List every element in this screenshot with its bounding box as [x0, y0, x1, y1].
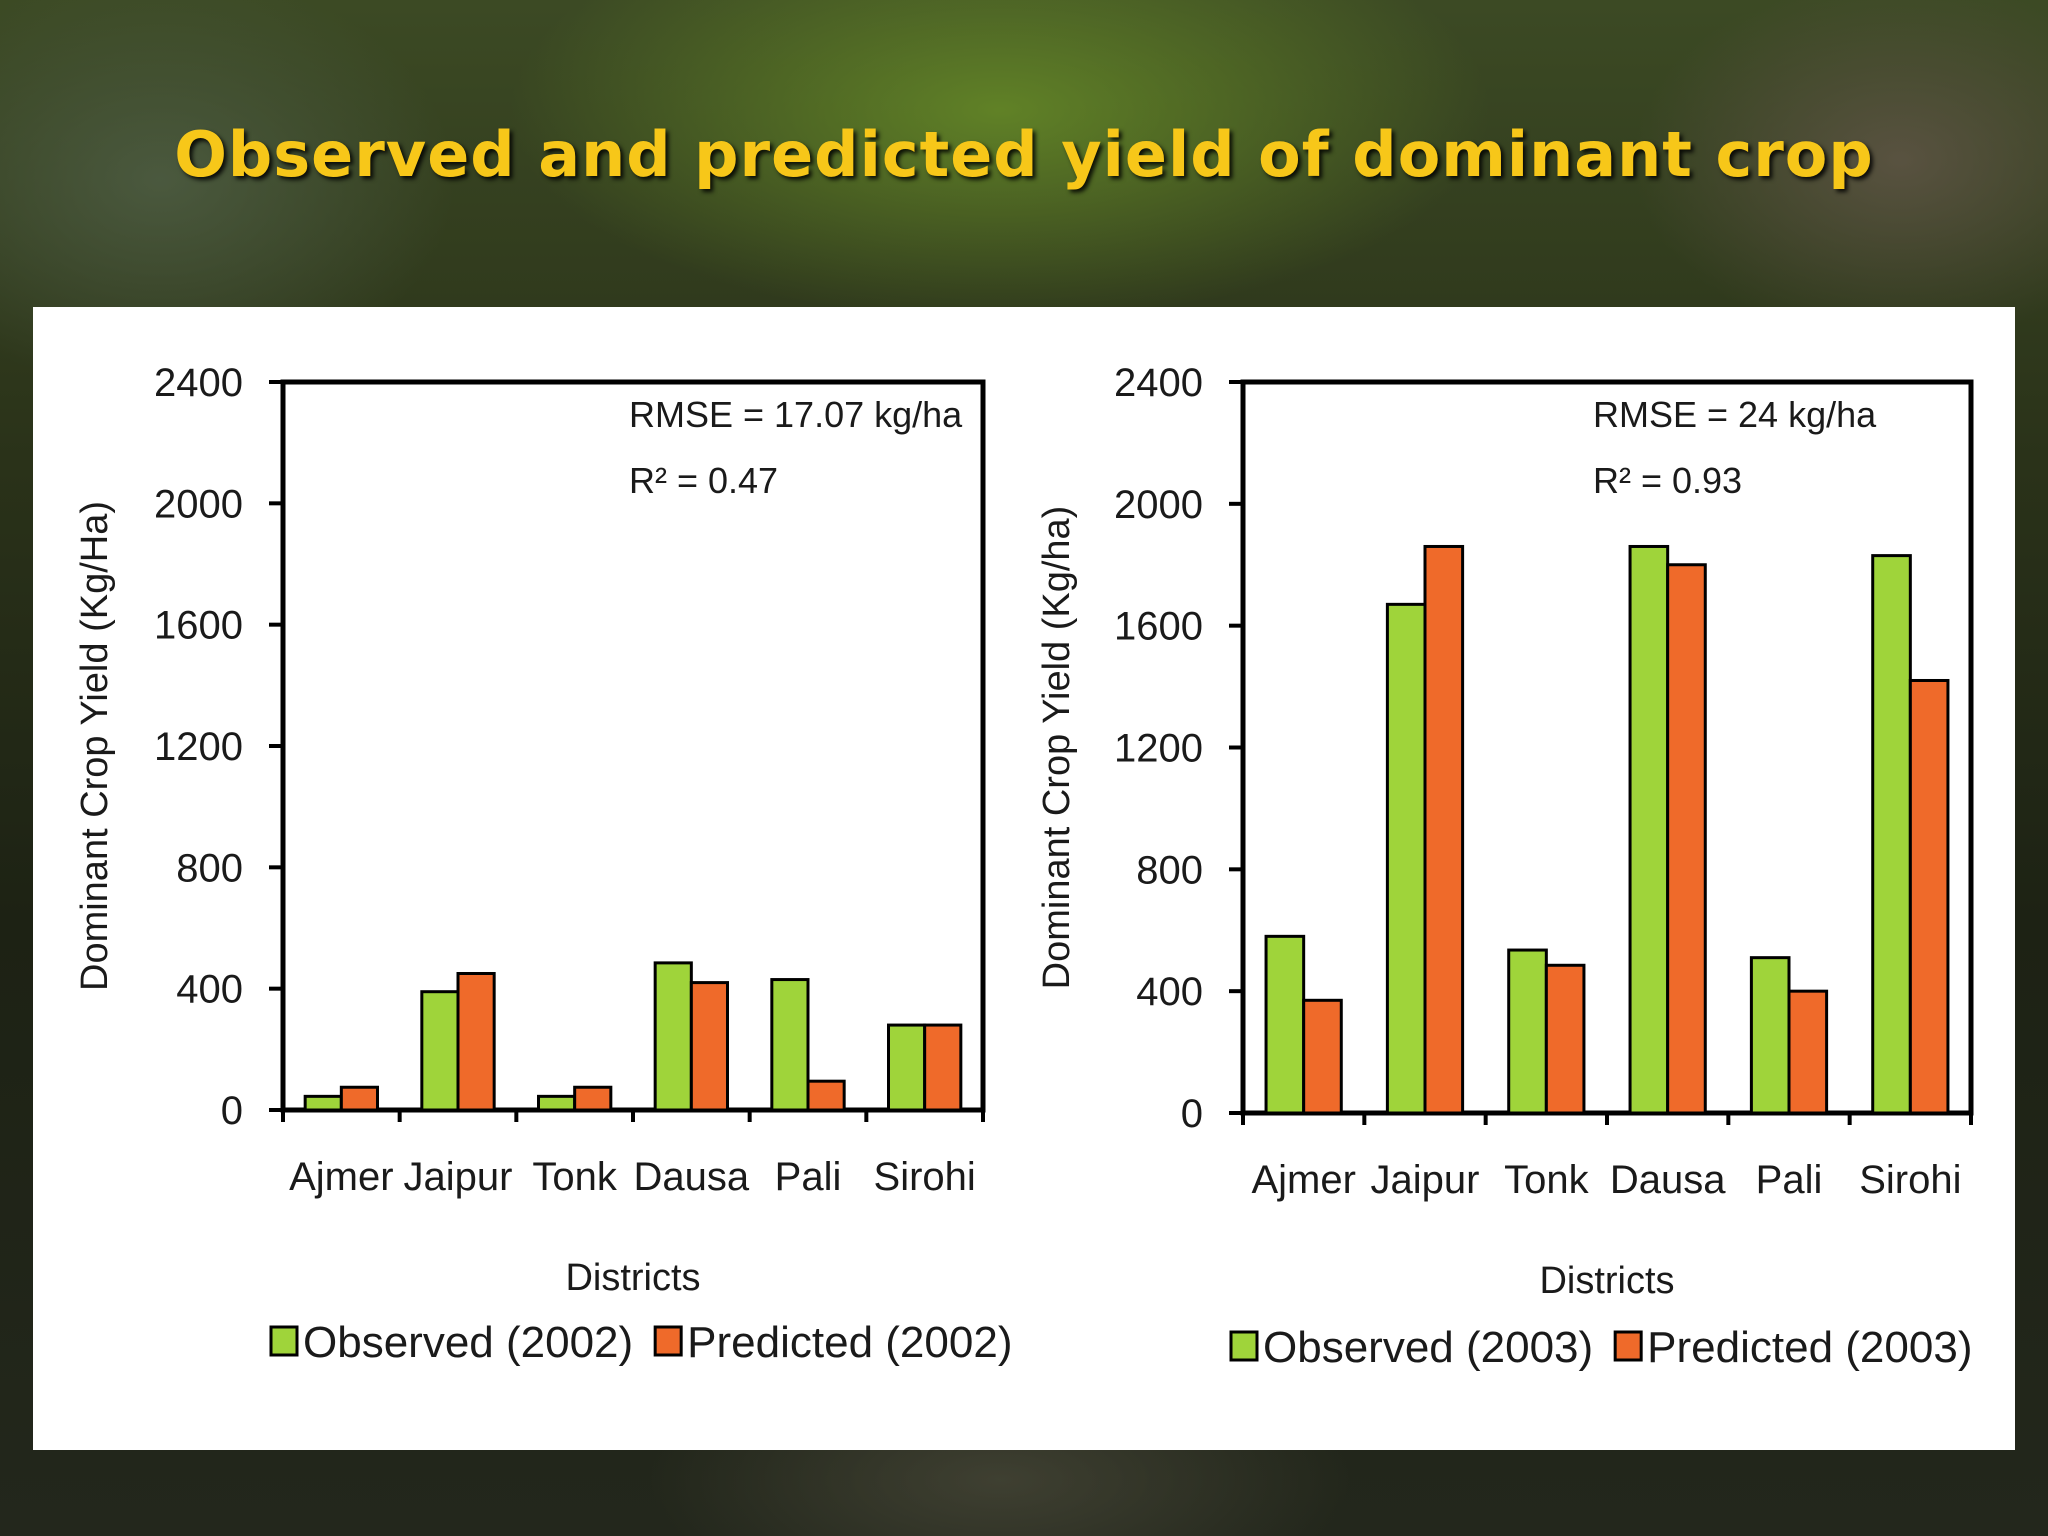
slide-title: Observed and predicted yield of dominant…: [174, 118, 1874, 191]
x-axis-title: Districts: [565, 1257, 700, 1299]
stat-annotation: R² = 0.93: [1593, 460, 1742, 501]
category-label: Sirohi: [874, 1155, 976, 1199]
category-label: Jaipur: [404, 1155, 513, 1199]
category-label: Ajmer: [289, 1155, 393, 1199]
legend-swatch: [653, 1325, 683, 1357]
bar-tonk-observed: [537, 1094, 577, 1112]
bar-jaipur-observed: [420, 990, 460, 1112]
bar-tonk-predicted: [1544, 963, 1586, 1115]
y-tick-label: 800: [176, 846, 243, 890]
bar-tonk-predicted: [573, 1085, 613, 1112]
chart-2: 0 400 800 1200 1600 2000 2400 Ajmer Jaipur Tonk Da…: [1036, 361, 1974, 1372]
y-tick-label: 1200: [1114, 727, 1203, 771]
chart-panel: 0 400 800 1200 1600 2000 2400 Ajmer Jaipur Tonk Da…: [33, 307, 2015, 1450]
stat-annotation: RMSE = 24 kg/ha: [1593, 394, 1877, 435]
bar-sirohi-predicted: [923, 1023, 963, 1112]
legend-swatch: [1613, 1330, 1643, 1362]
bar-tonk-observed: [1507, 948, 1548, 1115]
bar-jaipur-observed: [1385, 602, 1427, 1115]
legend-entry: Observed (2002): [303, 1318, 633, 1367]
bar-sirohi-observed: [887, 1023, 927, 1112]
bar-ajmer-predicted: [1302, 998, 1343, 1115]
bar-ajmer-observed: [303, 1094, 343, 1112]
bar-dausa-predicted: [689, 981, 729, 1112]
bar-pali-observed: [1749, 956, 1791, 1115]
y-tick-label: 2000: [154, 482, 243, 526]
bar-ajmer-observed: [1264, 934, 1306, 1115]
legend-swatch: [269, 1325, 299, 1357]
category-label: Dausa: [1610, 1158, 1726, 1202]
bar-dausa-predicted: [1666, 563, 1707, 1115]
x-axis-title: Districts: [1539, 1260, 1674, 1302]
category-label: Tonk: [532, 1155, 617, 1199]
y-tick-label: 2400: [1114, 361, 1203, 405]
category-label: Dausa: [634, 1155, 750, 1199]
category-label: Tonk: [1504, 1158, 1589, 1202]
y-tick-label: 400: [176, 968, 243, 1012]
y-axis-title: Dominant Crop Yield (Kg/Ha): [74, 501, 116, 991]
bar-dausa-observed: [1628, 544, 1670, 1115]
legend-entry: Predicted (2002): [687, 1318, 1012, 1367]
legend-entry: Predicted (2003): [1647, 1323, 1972, 1372]
y-tick-label: 800: [1136, 848, 1203, 892]
y-tick-label: 400: [1136, 970, 1203, 1014]
bar-ajmer-predicted: [339, 1085, 380, 1112]
category-label: Sirohi: [1859, 1158, 1961, 1202]
legend-entry: Observed (2003): [1263, 1323, 1593, 1372]
stat-annotation: R² = 0.47: [629, 460, 778, 501]
stat-annotation: RMSE = 17.07 kg/ha: [629, 394, 963, 435]
bar-dausa-observed: [653, 961, 693, 1112]
y-tick-label: 2400: [154, 361, 243, 405]
legend-swatch: [1229, 1330, 1259, 1362]
bar-sirohi-predicted: [1908, 678, 1950, 1115]
bar-sirohi-observed: [1871, 554, 1912, 1115]
bar-jaipur-predicted: [1423, 544, 1465, 1115]
y-tick-label: 2000: [1114, 483, 1203, 527]
category-label: Pali: [1756, 1158, 1823, 1202]
category-label: Jaipur: [1371, 1158, 1480, 1202]
y-tick-label: 0: [221, 1089, 243, 1133]
bar-pali-predicted: [806, 1079, 846, 1112]
category-label: Ajmer: [1251, 1158, 1355, 1202]
chart-1: 0 400 800 1200 1600 2000 2400 Ajmer Jaipur Tonk Da…: [74, 361, 1012, 1367]
y-tick-label: 1600: [154, 604, 243, 648]
y-tick-label: 0: [1181, 1092, 1203, 1136]
y-tick-label: 1200: [154, 725, 243, 769]
y-tick-label: 1600: [1114, 605, 1203, 649]
category-label: Pali: [775, 1155, 842, 1199]
y-axis-title: Dominant Crop Yield (Kg/ha): [1036, 506, 1078, 990]
bar-jaipur-predicted: [456, 972, 496, 1112]
bar-pali-predicted: [1787, 989, 1829, 1115]
bar-pali-observed: [770, 978, 810, 1112]
